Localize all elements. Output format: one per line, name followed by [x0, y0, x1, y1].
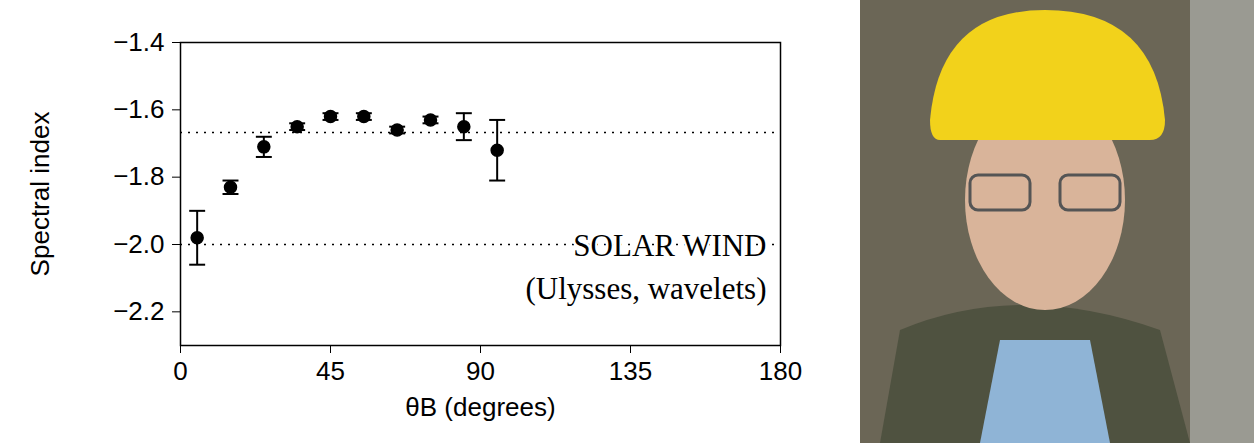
- svg-text:0: 0: [173, 356, 187, 386]
- svg-text:135: 135: [609, 356, 652, 386]
- svg-text:−2.0: −2.0: [113, 229, 164, 259]
- svg-text:90: 90: [466, 356, 495, 386]
- svg-text:SOLAR WIND: SOLAR WIND: [573, 228, 766, 263]
- svg-text:45: 45: [316, 356, 345, 386]
- svg-text:−1.8: −1.8: [113, 161, 164, 191]
- svg-text:(Ulysses, wavelets): (Ulysses, wavelets): [525, 271, 766, 306]
- svg-text:180: 180: [759, 356, 802, 386]
- svg-text:θB (degrees): θB (degrees): [405, 392, 555, 422]
- svg-text:Spectral index: Spectral index: [25, 112, 55, 277]
- svg-text:−1.4: −1.4: [113, 27, 164, 57]
- svg-text:−1.6: −1.6: [113, 94, 164, 124]
- svg-text:−2.2: −2.2: [113, 296, 164, 326]
